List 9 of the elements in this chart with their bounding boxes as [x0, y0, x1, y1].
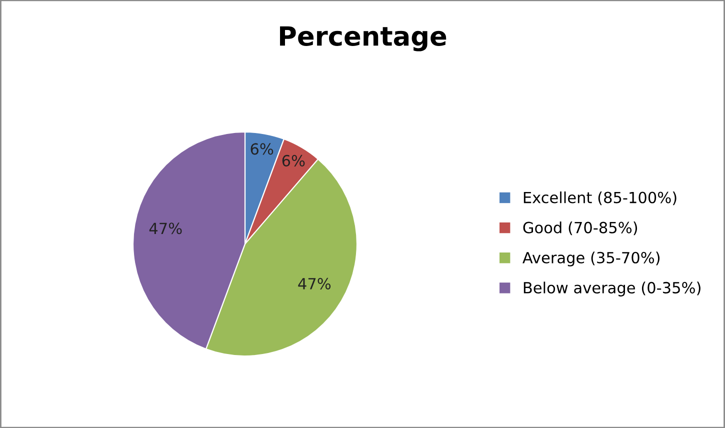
legend-label: Average (35-70%) [522, 252, 660, 266]
data-label: 6% [282, 154, 305, 166]
data-label: 47% [298, 278, 331, 290]
data-label: 6% [250, 143, 274, 155]
chart-title: Percentage [280, 26, 446, 52]
data-label: 47% [149, 222, 182, 234]
legend-label: Good (70-85%) [523, 222, 638, 236]
legend-label: Below average (0-35%) [524, 282, 700, 296]
legend-label: Excellent (85-100%) [524, 191, 676, 206]
